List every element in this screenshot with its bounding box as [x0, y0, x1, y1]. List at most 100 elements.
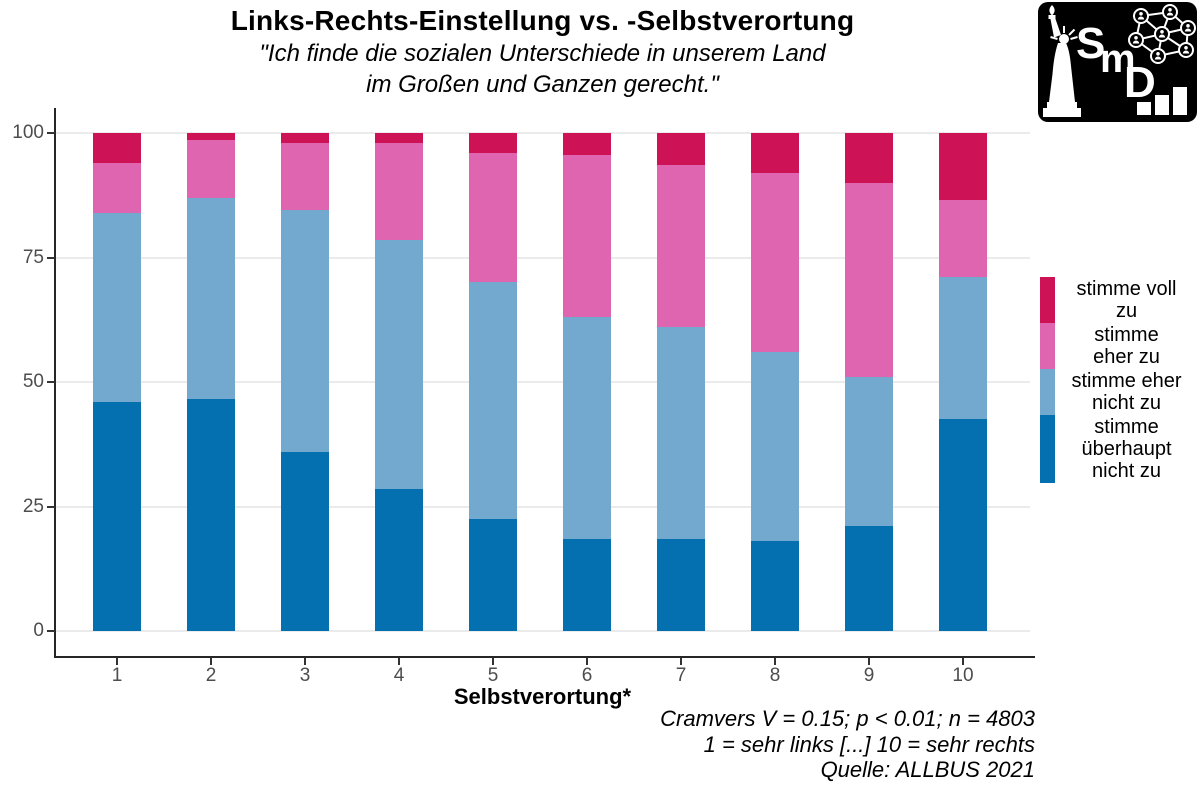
- chart-subtitle: "Ich finde die sozialen Unterschiede in …: [55, 38, 1030, 100]
- x-tick-mark: [962, 658, 964, 665]
- y-tick-label: 25: [22, 495, 44, 517]
- x-tick-mark: [492, 658, 494, 665]
- bar-segment: [845, 377, 893, 527]
- bar-segment: [375, 133, 423, 143]
- y-tick-mark: [47, 630, 55, 632]
- x-tick-label: 1: [111, 665, 123, 686]
- bar-segment: [469, 518, 517, 631]
- chart-panel: [55, 108, 1030, 656]
- gridline: [55, 505, 1030, 508]
- legend-key: [1040, 277, 1055, 323]
- x-tick-label: 5: [487, 665, 499, 686]
- bar-segment: [281, 133, 329, 143]
- x-tick-label: 7: [675, 665, 687, 686]
- x-tick-mark: [116, 658, 118, 665]
- bar-segment: [751, 541, 799, 631]
- network-icon: [1128, 4, 1196, 64]
- chart-caption: Cramvers V = 0.15; p < 0.01; n = 4803 1 …: [435, 706, 1035, 783]
- x-tick-label: 8: [769, 665, 781, 686]
- bar-segment: [187, 197, 235, 400]
- legend: stimme voll zu stimme eher zu stimme eher nic…: [1040, 277, 1198, 483]
- bar-segment: [93, 401, 141, 631]
- bar-segment: [845, 133, 893, 183]
- legend-item: stimme eher nicht zu: [1040, 369, 1198, 415]
- y-tick-label: 0: [33, 620, 44, 641]
- x-tick-label: 3: [299, 665, 311, 686]
- bar-segment: [657, 327, 705, 539]
- bar-segment: [93, 162, 141, 213]
- bar-segment: [469, 282, 517, 519]
- bar-segment: [563, 317, 611, 539]
- gridline: [55, 630, 1030, 632]
- legend-key: [1040, 415, 1055, 483]
- bar-segment: [845, 526, 893, 631]
- bar-chart-icon: [1137, 87, 1187, 115]
- y-tick-mark: [47, 505, 55, 508]
- legend-item-label: stimme überhaupt nicht zu: [1081, 416, 1172, 482]
- x-tick-mark: [398, 658, 400, 665]
- caption-statistics: Cramvers V = 0.15; p < 0.01; n = 4803: [660, 706, 1035, 731]
- y-tick-label: 100: [12, 122, 44, 143]
- bar-segment: [375, 489, 423, 631]
- caption-source: Quelle: ALLBUS 2021: [820, 757, 1035, 782]
- x-tick-mark: [586, 658, 588, 665]
- gridline: [55, 132, 1030, 134]
- bar-segment: [281, 210, 329, 452]
- bar-segment: [563, 155, 611, 318]
- x-axis-line: [54, 656, 1035, 658]
- legend-item-label: stimme eher zu: [1093, 324, 1160, 368]
- legend-key: [1040, 369, 1055, 415]
- x-axis-title: Selbstverortung*: [453, 684, 632, 709]
- bar-segment: [751, 172, 799, 353]
- bar-segment: [751, 352, 799, 542]
- y-tick-mark: [47, 132, 55, 134]
- bar-segment: [187, 399, 235, 631]
- bar-segment: [563, 538, 611, 631]
- bar-segment: [93, 212, 141, 402]
- chart-title: Links-Rechts-Einstellung vs. -Selbstvero…: [230, 5, 855, 36]
- bar-segment: [469, 133, 517, 153]
- legend-item-label: stimme eher nicht zu: [1071, 370, 1182, 414]
- bar-segment: [657, 538, 705, 631]
- bar-segment: [751, 133, 799, 173]
- y-tick-label: 50: [22, 371, 44, 392]
- chart-subtitle-line2: im Großen und Ganzen gerecht.": [366, 71, 719, 98]
- legend-key: [1040, 323, 1055, 369]
- bar-segment: [563, 133, 611, 156]
- x-tick-label: 2: [205, 665, 217, 686]
- legend-item: stimme überhaupt nicht zu: [1040, 415, 1198, 483]
- bar-segment: [93, 133, 141, 163]
- x-tick-label: 4: [393, 665, 405, 686]
- chart-subtitle-line1: "Ich finde die sozialen Unterschiede in …: [259, 40, 826, 67]
- legend-item: stimme voll zu: [1040, 277, 1198, 323]
- logo-letter-s: S: [1076, 19, 1105, 68]
- y-tick-mark: [47, 381, 55, 383]
- bar-segment: [845, 182, 893, 378]
- bar-segment: [939, 133, 987, 201]
- bar-segment: [187, 133, 235, 141]
- x-tick-mark: [868, 658, 870, 665]
- y-tick-mark: [47, 256, 55, 259]
- x-tick-mark: [304, 658, 306, 665]
- legend-item: stimme eher zu: [1040, 323, 1198, 369]
- smd-logo: S m D: [1038, 2, 1197, 122]
- caption-scale-note: 1 = sehr links [...] 10 = sehr rechts: [703, 731, 1035, 757]
- x-tick-label: 9: [863, 665, 875, 686]
- bar-segment: [939, 200, 987, 278]
- bar-segment: [375, 142, 423, 241]
- logo-letter-d: D: [1124, 58, 1156, 107]
- x-tick-mark: [680, 658, 682, 665]
- y-tick-label: 75: [22, 246, 44, 268]
- x-tick-mark: [210, 658, 212, 665]
- x-tick-mark: [774, 658, 776, 665]
- y-axis-line: [54, 108, 56, 658]
- bar-segment: [657, 165, 705, 328]
- gridline: [55, 381, 1030, 383]
- bar-segment: [939, 419, 987, 631]
- statue-of-liberty-icon: [1043, 5, 1081, 117]
- bar-segment: [657, 133, 705, 166]
- bar-segment: [281, 451, 329, 631]
- legend-item-label: stimme voll zu: [1076, 278, 1177, 322]
- bar-segment: [375, 240, 423, 490]
